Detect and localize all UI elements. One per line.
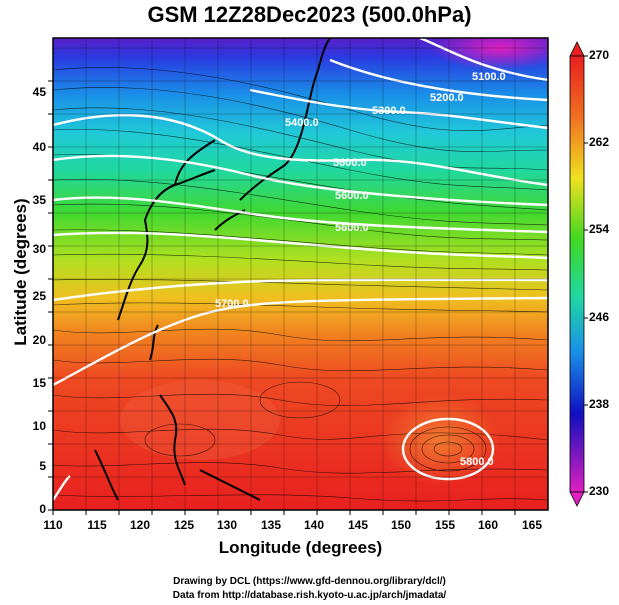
x-tick-label: 160 <box>477 518 499 532</box>
contour-label: 5100.0 <box>472 71 506 83</box>
contour-label: 5700.0 <box>215 298 249 310</box>
x-tick-label: 140 <box>303 518 325 532</box>
x-tick-label: 155 <box>434 518 456 532</box>
x-axis-label: Longitude (degrees) <box>218 538 383 557</box>
y-tick-label: 40 <box>32 140 46 154</box>
colorbar-tick-label: 238 <box>589 397 610 411</box>
y-tick-label: 0 <box>39 502 46 516</box>
contour-label: 5200.0 <box>430 92 464 104</box>
colorbar-tick-label: 270 <box>589 48 610 62</box>
height-contours <box>53 38 548 501</box>
y-tick-label: 35 <box>32 193 46 207</box>
axis-tick-marks <box>48 80 516 515</box>
colorbar-tick-label: 230 <box>589 484 610 498</box>
x-tick-label: 130 <box>216 518 238 532</box>
colorbar-tick-label: 262 <box>589 135 610 149</box>
y-tick-label: 20 <box>32 333 46 347</box>
contour-label: 5600.0 <box>335 222 369 234</box>
plot-frame <box>52 37 549 511</box>
y-tick-label: 10 <box>32 419 46 433</box>
chart-title: GSM 12Z28Dec2023 (500.0hPa) <box>147 2 472 27</box>
streamlines <box>53 67 548 502</box>
y-tick-label: 25 <box>32 289 46 303</box>
contour-label: 5600.0 <box>335 190 369 202</box>
y-tick-label: 45 <box>32 85 46 99</box>
contour-label: 5300.0 <box>372 105 406 117</box>
y-tick-label: 5 <box>39 459 46 473</box>
contour-label: 5600.0 <box>333 157 367 169</box>
colorbar-tick-label: 246 <box>589 310 610 324</box>
contour-labels: 5100.0 5200.0 5300.0 5400.0 5600.0 5600.… <box>215 71 506 468</box>
x-tick-label: 150 <box>390 518 412 532</box>
x-tick-label: 120 <box>129 518 151 532</box>
x-tick-label: 110 <box>43 518 63 532</box>
x-tick-label: 115 <box>87 518 107 532</box>
contour-label: 5400.0 <box>285 117 319 129</box>
contour-label: 5800.0 <box>460 456 494 468</box>
credit-data-source: Data from http://database.rish.kyoto-u.a… <box>172 590 447 601</box>
x-tick-label: 165 <box>521 518 543 532</box>
gridlines <box>53 38 548 510</box>
credit-drawing: Drawing by DCL (https://www.gfd-dennou.o… <box>173 576 446 587</box>
x-tick-label: 125 <box>173 518 195 532</box>
x-tick-label: 145 <box>347 518 369 532</box>
temperature-field <box>53 38 548 510</box>
y-axis-label: Latitude (degrees) <box>11 198 30 346</box>
x-tick-label: 135 <box>260 518 282 532</box>
y-tick-label: 30 <box>32 242 46 256</box>
y-tick-label: 15 <box>32 376 46 390</box>
colorbar <box>569 41 588 507</box>
colorbar-tick-label: 254 <box>589 222 610 236</box>
